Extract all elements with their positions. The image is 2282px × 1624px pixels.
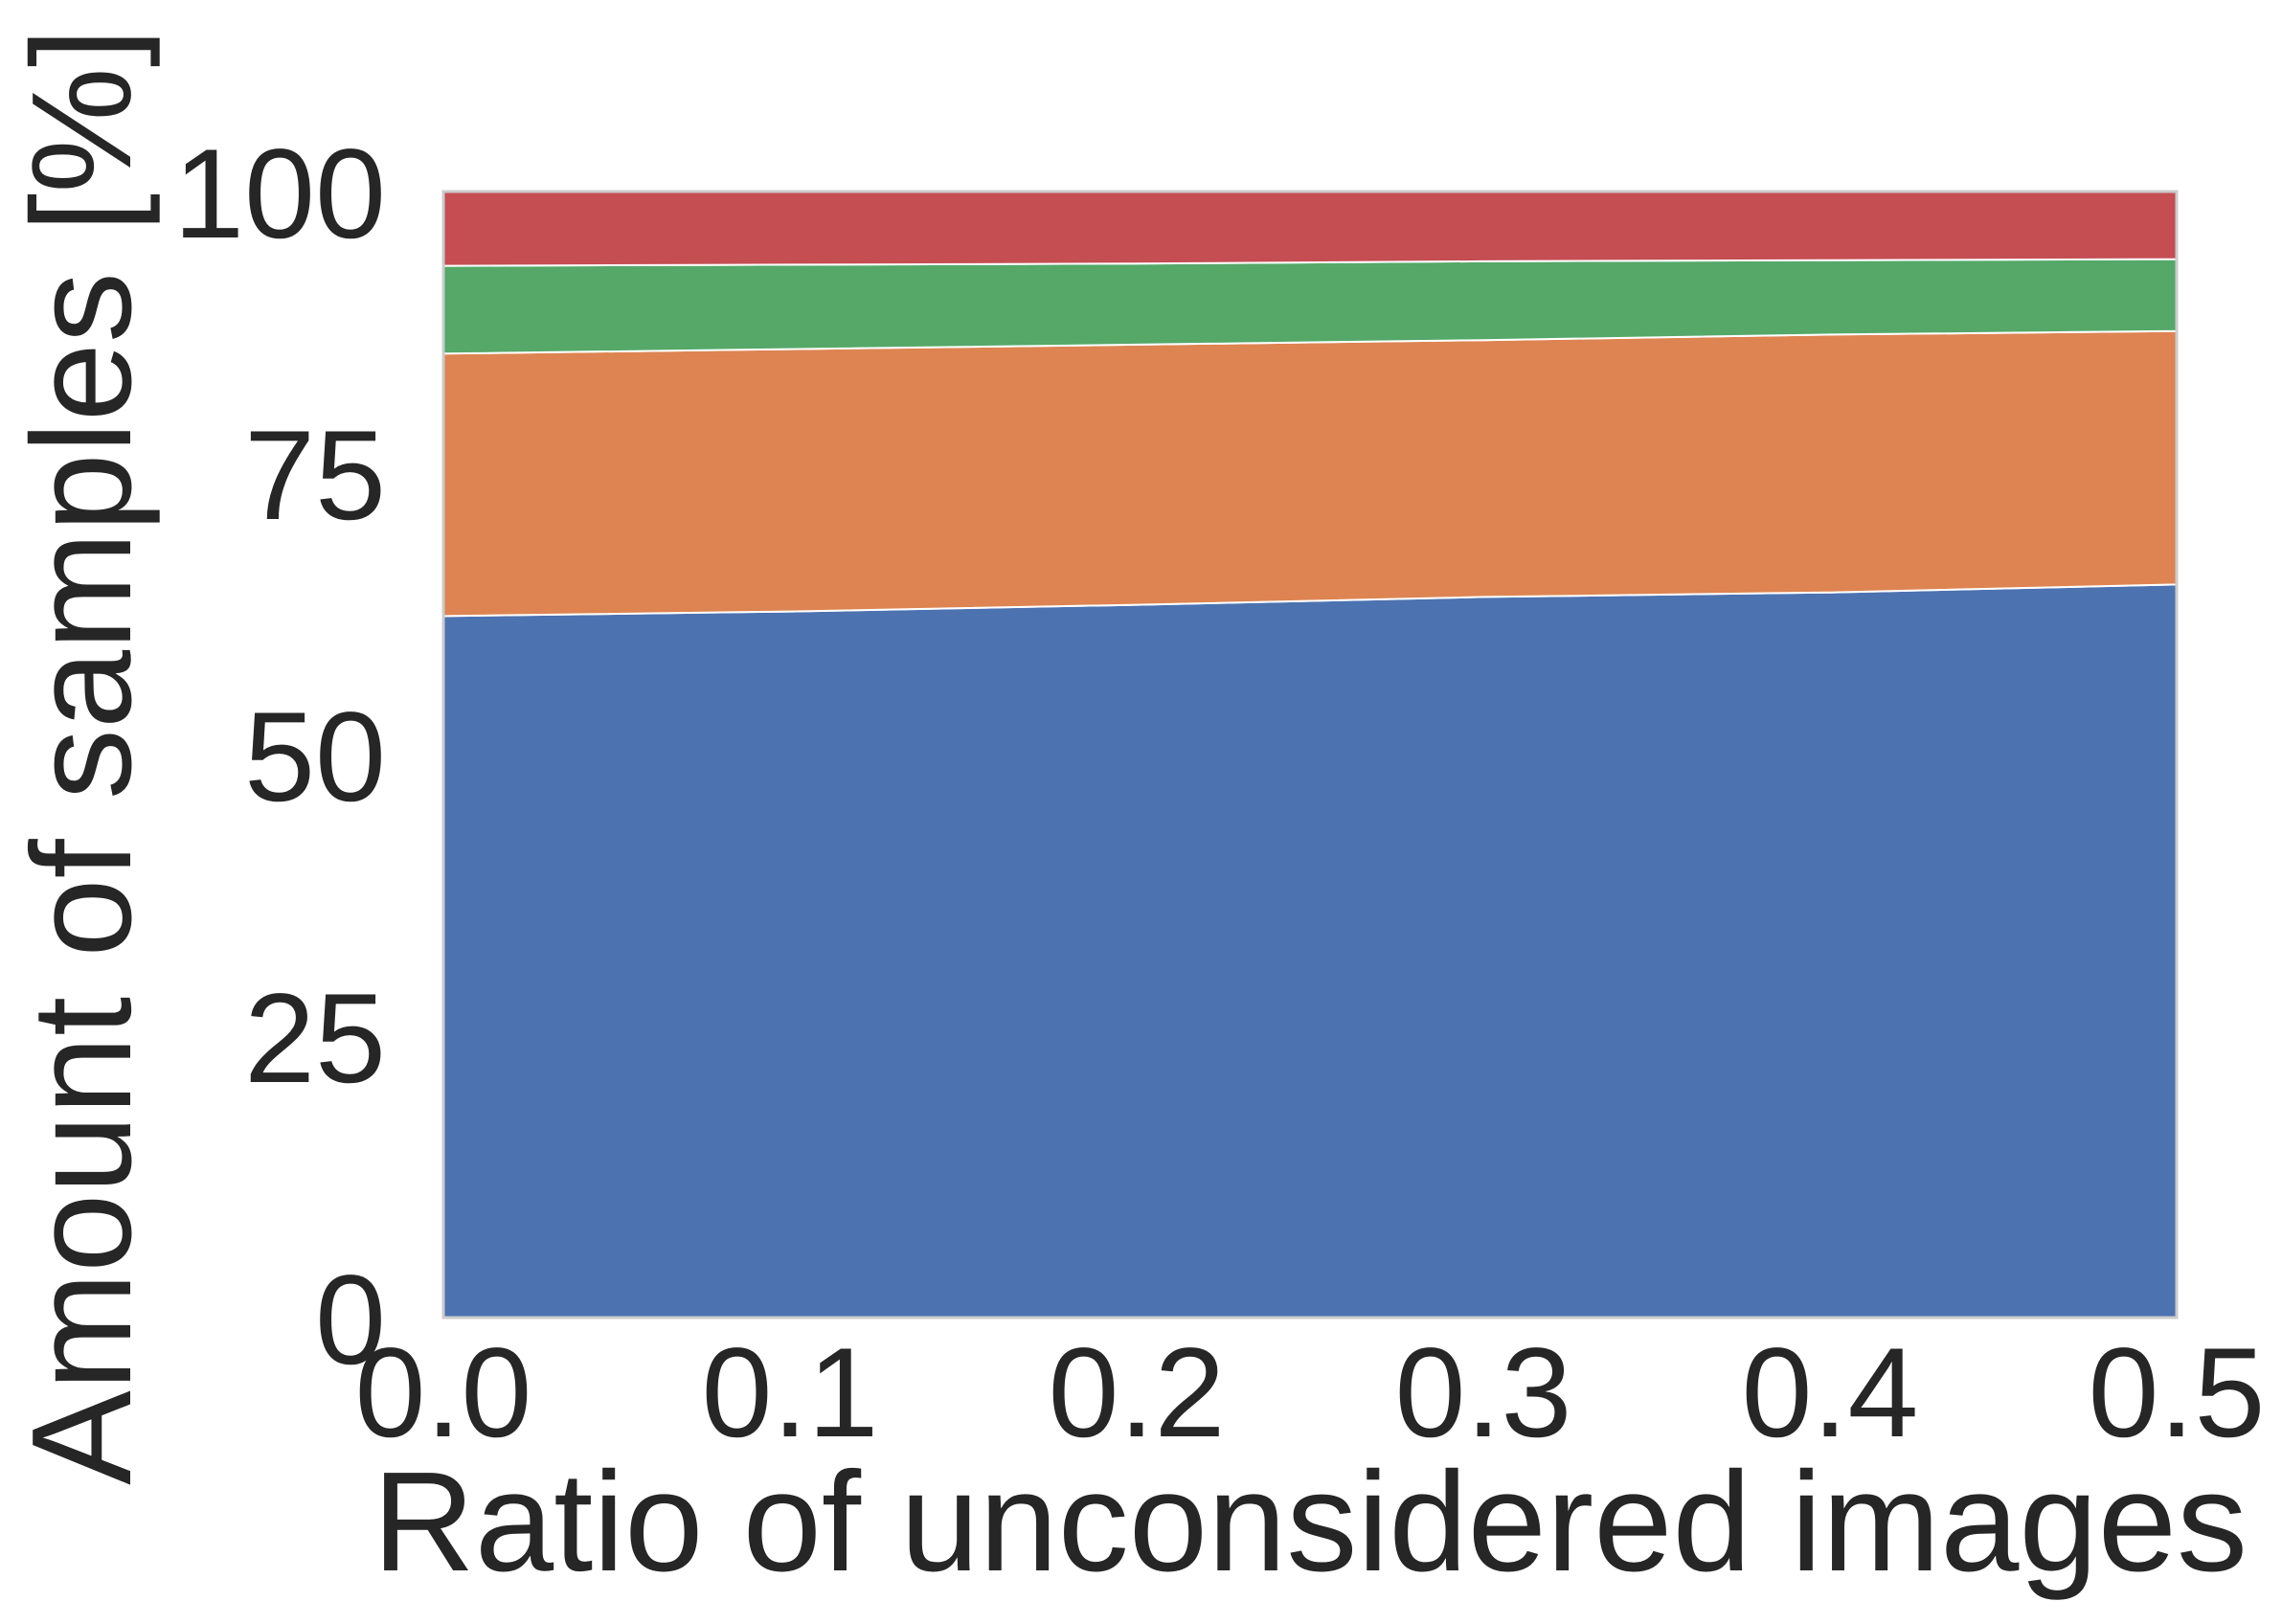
x-tick-label: 0.2 (1049, 1322, 1226, 1464)
y-tick-labels: 0 25 50 75 100 (173, 124, 386, 1391)
area-series-4 (442, 191, 2178, 267)
y-axis-label: Amount of samples [%] (3, 28, 161, 1485)
y-tick-label: 100 (173, 124, 386, 265)
y-tick-label: 0 (315, 1250, 386, 1391)
x-tick-label: 0.4 (1742, 1322, 1919, 1464)
y-tick-label: 75 (244, 405, 386, 547)
y-tick-label: 25 (244, 968, 386, 1110)
x-tick-label: 0.5 (2089, 1322, 2266, 1464)
x-axis-label: Ratio of unconsidered images (373, 1443, 2248, 1601)
y-tick-label: 50 (244, 687, 386, 828)
x-tick-label: 0.1 (702, 1322, 879, 1464)
plot-frame (441, 190, 2179, 1320)
stacked-areas (442, 191, 2178, 1319)
x-tick-label: 0.0 (355, 1322, 532, 1464)
area-series-2 (442, 329, 2178, 618)
x-tick-labels: 0.0 0.1 0.2 0.3 0.4 0.5 (355, 1322, 2266, 1464)
area-series-1 (442, 583, 2178, 1319)
x-tick-label: 0.3 (1395, 1322, 1572, 1464)
